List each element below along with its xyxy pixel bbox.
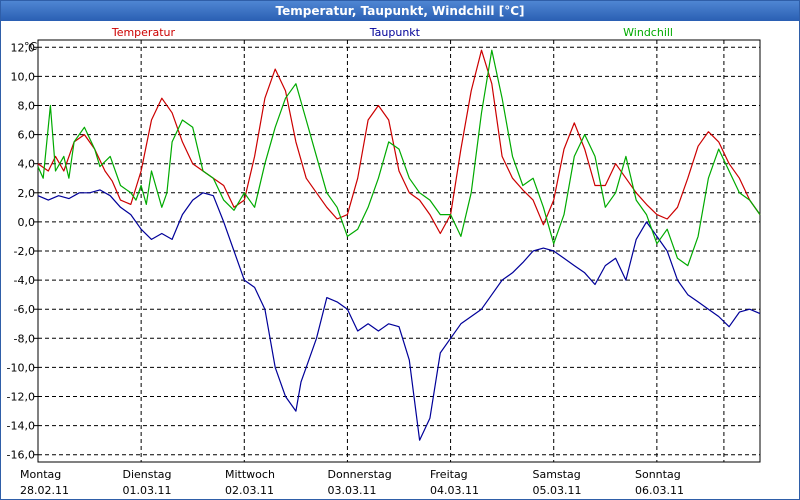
y-tick-label: -10,0	[7, 361, 35, 374]
x-axis-labels: Montag 28.02.11 Dienstag 01.03.11 Mittwoch 02…	[20, 468, 684, 497]
y-tick-label: 12,0	[11, 41, 36, 54]
y-tick-label: 4,0	[18, 158, 36, 171]
y-tick-label: -8,0	[14, 332, 35, 345]
legend-windchill: Windchill	[623, 26, 673, 39]
y-tick-label: -6,0	[14, 303, 35, 316]
y-tick-label: 10,0	[11, 70, 36, 83]
series-line-windchill	[37, 49, 761, 267]
y-tick-label: -4,0	[14, 274, 35, 287]
series-lines	[37, 49, 761, 441]
y-tick-label: -12,0	[7, 391, 35, 404]
x-date-label: 05.03.11	[533, 484, 582, 497]
legend-taupunkt: Taupunkt	[369, 26, 421, 39]
x-day-label: Samstag	[533, 468, 581, 481]
y-tick-label: 2,0	[18, 187, 36, 200]
chart-title: Temperatur, Taupunkt, Windchill [°C]	[1, 1, 799, 21]
x-date-label: 01.03.11	[123, 484, 172, 497]
y-axis-unit: °C	[24, 40, 38, 53]
x-date-label: 28.02.11	[20, 484, 69, 497]
x-day-label: Donnerstag	[328, 468, 392, 481]
y-tick-label: 8,0	[18, 99, 36, 112]
series-line-taupunkt	[37, 189, 761, 441]
x-day-label: Dienstag	[123, 468, 172, 481]
y-tick-label: -16,0	[7, 449, 35, 462]
x-date-label: 06.03.11	[635, 484, 684, 497]
x-date-label: 04.03.11	[430, 484, 479, 497]
x-date-label: 03.03.11	[328, 484, 377, 497]
y-tick-label: 6,0	[18, 129, 36, 142]
x-day-label: Montag	[20, 468, 61, 481]
x-day-label: Freitag	[430, 468, 468, 481]
legend-temperatur: Temperatur	[111, 26, 176, 39]
y-axis-ticks: 12,0 10,0 8,0 6,0 4,0 2,0 0,0 -2,0 -4,0 -6,0 -8,0 -…	[7, 41, 38, 462]
x-day-label: Mittwoch	[225, 468, 275, 481]
y-tick-label: -14,0	[7, 420, 35, 433]
x-date-label: 02.03.11	[225, 484, 274, 497]
y-tick-label: -2,0	[14, 245, 35, 258]
x-day-label: Sonntag	[635, 468, 681, 481]
y-tick-label: 0,0	[18, 216, 36, 229]
